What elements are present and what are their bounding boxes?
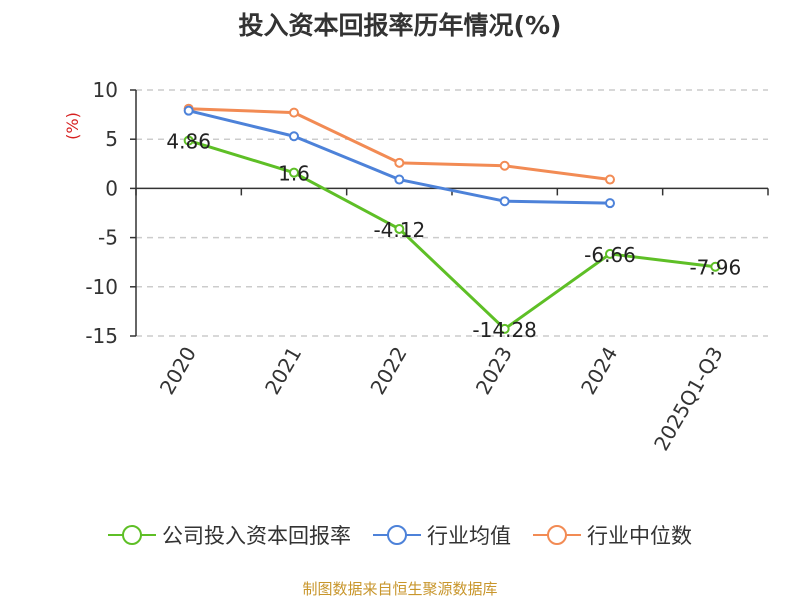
y-axis-label: (%) [63,112,82,140]
series-line-1 [188,109,611,205]
data-point [605,198,615,209]
x-tick-label: 2025Q1-Q3 [649,343,728,455]
data-label: 1.6 [278,162,310,186]
data-label: -7.96 [689,256,741,280]
y-tick-label: 10 [93,78,118,102]
series-line-0 [188,139,716,331]
data-labels: 4.86 1.6 -4.12 -14.28 -6.66 -7.96 [166,130,741,342]
legend-marker-icon [373,525,421,545]
y-tick-label: -5 [98,226,118,250]
x-tick-label: 2024 [576,343,622,399]
data-point [289,167,299,178]
legend-item-company[interactable]: 公司投入资本回报率 [108,520,351,550]
legend-label: 行业均值 [427,524,511,548]
series-line-2 [188,107,611,182]
data-point [605,174,615,185]
y-tick-label: 5 [105,127,118,151]
data-point [605,248,615,259]
x-tick-label: 2020 [155,343,201,399]
y-tick-label: -15 [85,324,118,348]
data-point [183,105,194,116]
data-point [394,174,405,185]
legend-item-industry-mean[interactable]: 行业均值 [373,520,511,550]
chart-title: 投入资本回报率历年情况(%) [238,11,562,40]
data-label: -4.12 [373,218,425,242]
legend-label: 公司投入资本回报率 [162,524,351,548]
y-tick-label: -10 [85,275,118,299]
data-point [289,107,299,118]
x-tick-label: 2023 [471,343,517,399]
grid-lines [136,89,768,337]
legend-marker-icon [108,525,156,545]
legend-marker-icon [533,525,581,545]
data-point [289,131,299,142]
data-point [499,196,510,207]
data-point [499,323,510,334]
source-note: 制图数据来自恒生聚源数据库 [302,580,498,598]
data-label: -6.66 [584,243,636,267]
data-point [394,157,405,168]
data-label: 4.86 [166,130,211,154]
legend: 公司投入资本回报率 行业均值 行业中位数 [0,520,800,550]
data-point [710,261,721,272]
legend-label: 行业中位数 [587,524,692,548]
data-point [499,160,510,171]
data-point [394,223,405,234]
data-point [183,135,194,146]
legend-item-industry-median[interactable]: 行业中位数 [533,520,692,550]
y-tick-label: 0 [105,176,118,200]
x-tick-label: 2022 [365,343,411,399]
x-tick-label: 2021 [260,343,306,399]
data-label: -14.28 [472,318,536,342]
series-lines [183,103,721,334]
